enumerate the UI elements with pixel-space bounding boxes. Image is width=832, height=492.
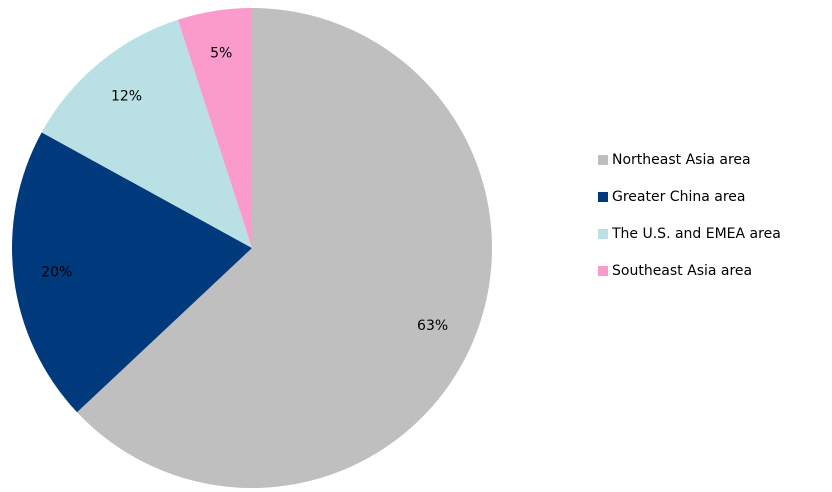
legend-swatch: [598, 266, 608, 276]
data-label: 5%: [210, 46, 232, 62]
data-label: 12%: [111, 88, 142, 104]
data-label: 20%: [41, 265, 72, 281]
legend-swatch: [598, 192, 608, 202]
pie-slice: [177, 8, 252, 248]
legend-label: Southeast Asia area: [612, 263, 752, 279]
pie-slice: [12, 132, 253, 413]
legend-swatch: [598, 229, 608, 239]
data-label: 63%: [417, 318, 448, 334]
pie-slice: [41, 19, 252, 249]
legend-label: Greater China area: [612, 189, 745, 205]
pie-slice: [77, 8, 492, 488]
legend-swatch: [598, 155, 608, 165]
legend-label: Northeast Asia area: [612, 152, 751, 168]
legend-label: The U.S. and EMEA area: [611, 226, 781, 242]
